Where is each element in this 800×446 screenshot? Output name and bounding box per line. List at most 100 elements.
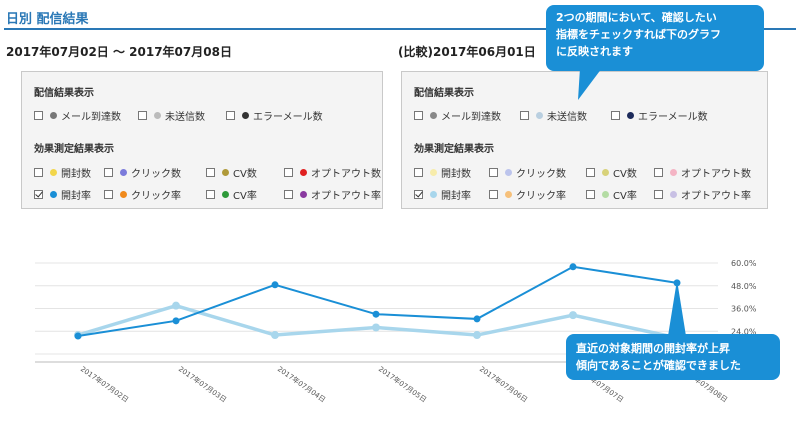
callout-result-line-2: 傾向であることが確認できました <box>576 359 741 372</box>
cv-rate-checkbox[interactable] <box>206 189 215 199</box>
clicks-option[interactable]: クリック数 <box>489 165 566 180</box>
unsent-option[interactable]: 未送信数 <box>138 108 205 123</box>
data-point <box>172 317 180 325</box>
cv-rate-option[interactable]: CV率 <box>586 187 637 202</box>
error-mail-checkbox[interactable] <box>226 110 235 120</box>
clicks-checkbox[interactable] <box>489 167 498 177</box>
cv-rate-checkbox[interactable] <box>586 189 595 199</box>
x-tick-label: 2017年07月04日 <box>276 364 328 404</box>
current-period-label: 2017年07月02日 ～ 2017年07月08日 <box>6 45 232 59</box>
effect-options-row-2: 開封率 クリック率 CV率 オプトアウト率 <box>414 187 759 202</box>
current-period-filter-panel: 配信結果表示 メール到達数 未送信数 エラーメール数 効果測定結果表示 開封数 クリック数 C… <box>21 71 383 209</box>
page-title: 日別 配信結果 <box>6 12 89 27</box>
legend-dot-icon <box>430 111 437 119</box>
cv-count-checkbox[interactable] <box>206 167 215 177</box>
opens-label: 開封数 <box>61 168 91 180</box>
data-point <box>271 281 279 289</box>
optout-rate-option[interactable]: オプトアウト率 <box>654 187 751 202</box>
callout-result-line-1: 直近の対象期間の開封率が上昇 <box>576 342 730 355</box>
mail-reached-checkbox[interactable] <box>414 110 423 120</box>
error-mail-option[interactable]: エラーメール数 <box>226 108 323 123</box>
clicks-label: クリック数 <box>131 168 181 180</box>
cv-count-label: CV数 <box>233 168 257 180</box>
click-rate-checkbox[interactable] <box>489 189 498 199</box>
error-mail-label: エラーメール数 <box>253 111 323 123</box>
x-tick-label: 2017年07月05日 <box>377 364 429 404</box>
cv-rate-option[interactable]: CV率 <box>206 187 257 202</box>
click-rate-option[interactable]: クリック率 <box>489 187 566 202</box>
opens-option[interactable]: 開封数 <box>414 165 471 180</box>
optout-count-option[interactable]: オプトアウト数 <box>284 165 381 180</box>
cv-count-option[interactable]: CV数 <box>586 165 637 180</box>
open-rate-checkbox[interactable] <box>414 189 423 199</box>
optout-rate-checkbox[interactable] <box>284 189 293 199</box>
data-point <box>473 315 481 323</box>
legend-dot-icon <box>50 111 57 119</box>
mail-reached-option[interactable]: メール到達数 <box>414 108 501 123</box>
optout-rate-option[interactable]: オプトアウト率 <box>284 187 381 202</box>
error-mail-option[interactable]: エラーメール数 <box>611 108 708 123</box>
legend-dot-icon <box>222 190 229 198</box>
cv-count-option[interactable]: CV数 <box>206 165 257 180</box>
optout-rate-label: オプトアウト率 <box>681 190 751 202</box>
effect-options-row-1: 開封数 クリック数 CV数 オプトアウト数 <box>34 165 381 180</box>
clicks-option[interactable]: クリック数 <box>104 165 181 180</box>
click-rate-checkbox[interactable] <box>104 189 113 199</box>
legend-dot-icon <box>300 168 307 176</box>
optout-rate-label: オプトアウト率 <box>311 190 381 202</box>
x-tick-label: 2017年07月02日 <box>79 364 131 404</box>
optout-rate-checkbox[interactable] <box>654 189 663 199</box>
compare-period-label: (比較)2017年06月01日 <box>398 45 536 59</box>
cv-count-label: CV数 <box>613 168 637 180</box>
click-rate-label: クリック率 <box>516 190 566 202</box>
legend-dot-icon <box>670 190 677 198</box>
unsent-checkbox[interactable] <box>138 110 147 120</box>
data-point <box>74 332 82 340</box>
open-rate-checkbox[interactable] <box>34 189 43 199</box>
data-point <box>372 310 380 318</box>
legend-dot-icon <box>50 168 57 176</box>
open-rate-option[interactable]: 開封率 <box>414 187 471 202</box>
effect-options-row-2: 開封率 クリック率 CV率 オプトアウト率 <box>34 187 381 202</box>
optout-count-label: オプトアウト数 <box>311 168 381 180</box>
cv-count-checkbox[interactable] <box>586 167 595 177</box>
unsent-checkbox[interactable] <box>520 110 529 120</box>
mail-reached-checkbox[interactable] <box>34 110 43 120</box>
opens-checkbox[interactable] <box>34 167 43 177</box>
opens-checkbox[interactable] <box>414 167 423 177</box>
error-mail-checkbox[interactable] <box>611 110 620 120</box>
opens-label: 開封数 <box>441 168 471 180</box>
x-tick-label: 2017年07月03日 <box>177 364 229 404</box>
mail-reached-label: メール到達数 <box>61 111 121 123</box>
y-tick-label: 60.0% <box>731 259 757 268</box>
unsent-option[interactable]: 未送信数 <box>520 108 587 123</box>
click-rate-option[interactable]: クリック率 <box>104 187 181 202</box>
effect-options-row-1: 開封数 クリック数 CV数 オプトアウト数 <box>414 165 759 180</box>
legend-dot-icon <box>154 111 161 119</box>
optout-count-option[interactable]: オプトアウト数 <box>654 165 751 180</box>
opens-option[interactable]: 開封数 <box>34 165 91 180</box>
open-rate-option[interactable]: 開封率 <box>34 187 91 202</box>
data-point <box>569 263 577 271</box>
x-tick-label: 2017年07月06日 <box>478 364 530 404</box>
legend-dot-icon <box>222 168 229 176</box>
clicks-checkbox[interactable] <box>104 167 113 177</box>
delivery-options-row: メール到達数 未送信数 エラーメール数 <box>414 108 754 123</box>
legend-dot-icon <box>120 168 127 176</box>
clicks-label: クリック数 <box>516 168 566 180</box>
legend-dot-icon <box>505 190 512 198</box>
optout-count-checkbox[interactable] <box>654 167 663 177</box>
callout-filter-line-1: 2つの期間において、確認したい <box>556 11 717 24</box>
legend-dot-icon <box>50 190 57 198</box>
legend-dot-icon <box>670 168 677 176</box>
y-tick-label: 36.0% <box>731 305 757 314</box>
optout-count-checkbox[interactable] <box>284 167 293 177</box>
unsent-label: 未送信数 <box>547 111 587 123</box>
mail-reached-label: メール到達数 <box>441 111 501 123</box>
delivery-options-row: メール到達数 未送信数 エラーメール数 <box>34 108 374 123</box>
cv-rate-label: CV率 <box>233 190 257 202</box>
click-rate-label: クリック率 <box>131 190 181 202</box>
callout-result-tail <box>668 280 686 336</box>
legend-dot-icon <box>430 168 437 176</box>
mail-reached-option[interactable]: メール到達数 <box>34 108 121 123</box>
